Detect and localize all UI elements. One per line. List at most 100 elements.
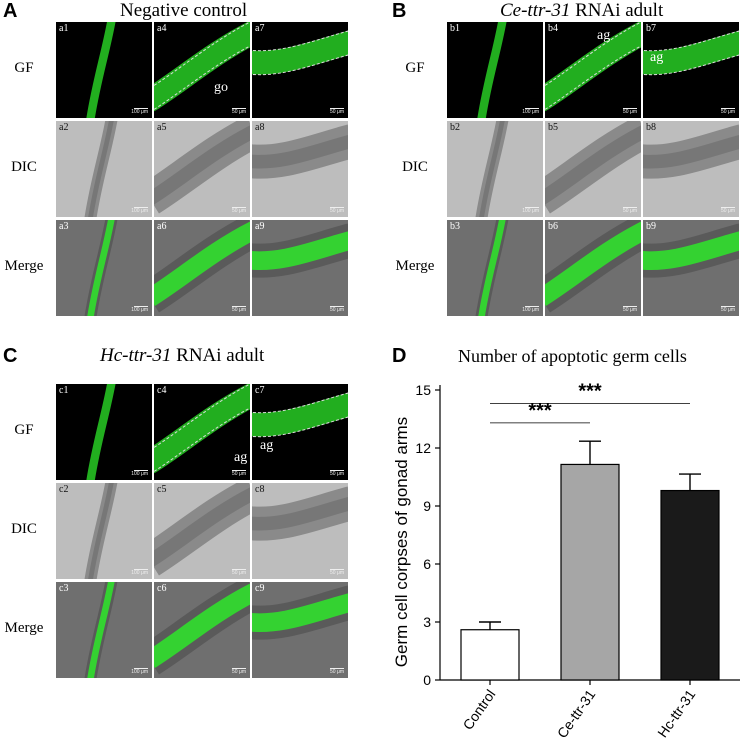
panel-letter-d: D (392, 345, 407, 367)
micrograph-c7: c7 50 μm (252, 384, 348, 480)
micrograph-b5: b5 50 μm (545, 121, 641, 217)
row-label-merge: Merge (4, 258, 44, 274)
scale-label: 50 μm (330, 570, 344, 576)
tile-label: b6 (548, 221, 558, 232)
micrograph-a4: a4 50 μm (154, 22, 250, 118)
micrograph-a2: a2 100 μm (56, 121, 152, 217)
tile-label: b8 (646, 122, 656, 133)
micrograph-a9: a9 50 μm (252, 220, 348, 316)
micrograph-b9: b9 50 μm (643, 220, 739, 316)
tile-label: a5 (157, 122, 167, 133)
x-tick-label: Ce-ttr-31 (554, 686, 599, 741)
callout-ag-c7: ag (260, 438, 274, 453)
bar-chart: 0 3 6 9 12 15 Control Ce-ttr-31 Hc-ttr-31 *** *** (415, 381, 740, 741)
micrograph-a1: a1 100 μm (56, 22, 152, 118)
scale-label: 50 μm (623, 307, 637, 313)
row-label-merge: Merge (4, 620, 44, 636)
scale-label: 50 μm (232, 307, 246, 313)
panel-letter-c: C (3, 345, 18, 367)
scale-label: 50 μm (721, 307, 735, 313)
scale-label: 100 μm (131, 307, 148, 313)
tile-label: c5 (157, 484, 167, 495)
scale-bar (330, 470, 344, 471)
y-tick-label: 12 (415, 440, 431, 456)
scale-bar (721, 306, 735, 307)
x-tick-label: Hc-ttr-31 (654, 686, 698, 740)
scale-bar (330, 306, 344, 307)
tile-label: a6 (157, 221, 167, 232)
micrograph-a6: a6 50 μm (154, 220, 250, 316)
panel-b-title: Ce-ttr-31 RNAi adult (500, 0, 663, 22)
micrograph-a5: a5 50 μm (154, 121, 250, 217)
micrograph-c5: c5 50 μm (154, 483, 250, 579)
scale-bar (525, 207, 539, 208)
x-tick-label: Control (459, 687, 498, 733)
callout-ag-b4: ag (597, 28, 611, 43)
micrograph-a3: a3 100 μm (56, 220, 152, 316)
scale-bar (232, 108, 246, 109)
bar-control (460, 629, 520, 681)
scale-label: 100 μm (131, 471, 148, 477)
scale-label: 50 μm (330, 471, 344, 477)
scale-bar (525, 306, 539, 307)
row-label-gf: GF (405, 60, 425, 76)
micrograph-b8: b8 50 μm (643, 121, 739, 217)
tile-label: a1 (59, 23, 69, 34)
tile-label: a3 (59, 221, 69, 232)
scale-bar (134, 569, 148, 570)
micrograph-c8: c8 50 μm (252, 483, 348, 579)
tile-label: b3 (450, 221, 460, 232)
significance-label: *** (578, 381, 602, 403)
scale-label: 50 μm (232, 570, 246, 576)
micrograph-b7: b7 50 μm (643, 22, 739, 118)
row-label-dic: DIC (11, 521, 37, 537)
row-label-dic: DIC (11, 159, 37, 175)
panel-a-title: Negative control (120, 0, 248, 21)
bar-ce-ttr-31 (560, 463, 620, 681)
scale-label: 50 μm (623, 109, 637, 115)
scale-label: 50 μm (330, 669, 344, 675)
micrograph-c3: c3 100 μm (56, 582, 152, 678)
row-label-merge: Merge (395, 258, 435, 274)
scale-label: 100 μm (131, 109, 148, 115)
scale-label: 50 μm (232, 208, 246, 214)
tile-label: b5 (548, 122, 558, 133)
panel-c-title-rest: RNAi adult (171, 345, 265, 366)
micrograph-a7: a7 50 μm (252, 22, 348, 118)
micrograph-c6: c6 50 μm (154, 582, 250, 678)
scale-bar (623, 108, 637, 109)
scale-bar (232, 668, 246, 669)
scale-label: 100 μm (522, 109, 539, 115)
callout-go: go (214, 80, 228, 95)
scale-label: 50 μm (721, 109, 735, 115)
micrograph-b6: b6 50 μm (545, 220, 641, 316)
tile-label: a8 (255, 122, 265, 133)
tile-label: b2 (450, 122, 460, 133)
scale-label: 100 μm (522, 307, 539, 313)
tile-label: c1 (59, 385, 69, 396)
y-tick-label: 0 (423, 672, 431, 688)
scale-bar (232, 470, 246, 471)
y-tick-label: 9 (423, 498, 431, 514)
panel-b-title-italic: Ce-ttr-31 (500, 0, 571, 21)
tile-label: c6 (157, 583, 167, 594)
panel-letter-b: B (392, 0, 407, 22)
callout-ag-b7: ag (650, 50, 664, 65)
y-tick-label: 6 (423, 556, 431, 572)
tile-label: a9 (255, 221, 265, 232)
tile-label: b1 (450, 23, 460, 34)
callout-ag-c4: ag (234, 450, 248, 465)
panel-b-title-rest: RNAi adult (570, 0, 664, 21)
scale-bar (330, 668, 344, 669)
tile-label: c9 (255, 583, 265, 594)
scale-bar (330, 207, 344, 208)
scale-label: 50 μm (623, 208, 637, 214)
scale-label: 50 μm (721, 208, 735, 214)
tile-label: a2 (59, 122, 69, 133)
micrograph-b4: b4 50 μm (545, 22, 641, 118)
scale-bar (330, 108, 344, 109)
scale-bar (134, 207, 148, 208)
chart-title: Number of apoptotic germ cells (458, 346, 687, 366)
tile-label: b4 (548, 23, 558, 34)
row-label-gf: GF (14, 60, 34, 76)
